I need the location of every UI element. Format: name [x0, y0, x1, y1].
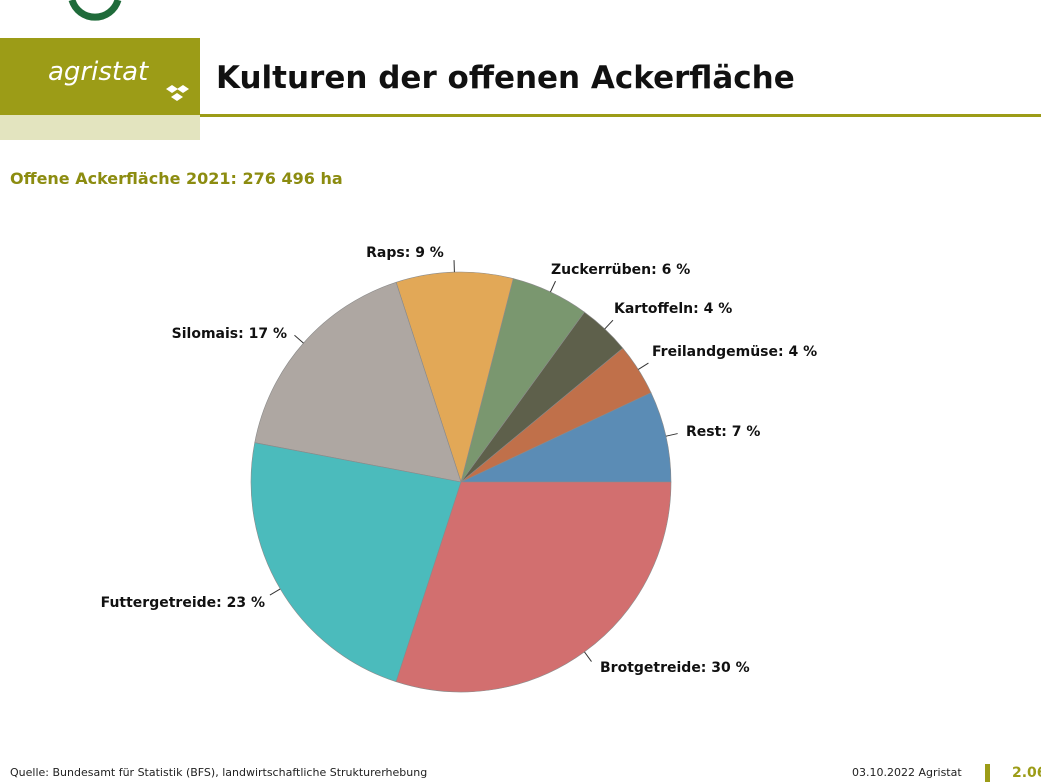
source: Quelle: Bundesamt für Statistik (BFS), l…: [10, 766, 427, 779]
brand-strip: [0, 115, 200, 140]
data-label: Freilandgemüse: 4 %: [652, 344, 817, 360]
brand-icon: [166, 85, 189, 101]
logo-arc: [68, 0, 122, 21]
leader-line: [638, 362, 649, 370]
data-label: Brotgetreide: 30 %: [600, 660, 750, 676]
chart-title: Kulturen der offenen Ackerfläche: [216, 60, 795, 96]
data-label: Rest: 7 %: [686, 424, 760, 440]
footer-bar: [985, 764, 990, 782]
data-label: Futtergetreide: 23 %: [101, 595, 265, 611]
date: 03.10.2022 Agristat: [852, 766, 962, 779]
pie-slice: [395, 481, 672, 693]
leader-line: [604, 319, 614, 330]
data-label: Silomais: 17 %: [172, 326, 287, 342]
leader-line: [549, 280, 556, 293]
data-label: Kartoffeln: 4 %: [614, 301, 732, 317]
header-rule: [200, 114, 1041, 117]
page-number: 2.06: [1012, 765, 1041, 781]
subtitle: Offene Ackerfläche 2021: 276 496 ha: [10, 169, 343, 188]
pie-slice: [395, 271, 514, 484]
leader-line: [584, 651, 592, 662]
leader-line: [294, 334, 304, 344]
pie-slice: [254, 281, 462, 483]
data-label: Raps: 9 %: [366, 245, 444, 261]
pie-slice: [250, 442, 462, 683]
brand-block: [0, 38, 200, 115]
leader-line: [269, 588, 281, 596]
data-label: Zuckerrüben: 6 %: [551, 262, 690, 278]
pie: Rest: 7 % Freilandgemüse: 4 % Kartoffeln: …: [101, 245, 817, 693]
brand: agristat: [48, 57, 149, 87]
leader-line: [665, 433, 678, 437]
